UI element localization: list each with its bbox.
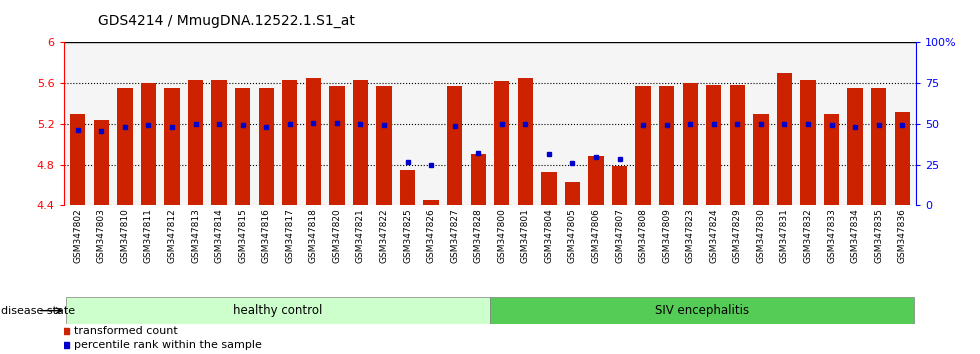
Bar <box>94 120 109 205</box>
Bar <box>635 86 651 205</box>
Bar <box>212 80 226 205</box>
Bar <box>588 156 604 205</box>
Bar <box>376 86 392 205</box>
Bar <box>517 78 533 205</box>
Bar <box>353 80 368 205</box>
Text: percentile rank within the sample: percentile rank within the sample <box>74 340 263 350</box>
Bar <box>306 78 321 205</box>
Bar <box>400 170 416 205</box>
Text: healthy control: healthy control <box>233 304 322 317</box>
Bar <box>141 83 156 205</box>
Bar <box>235 88 250 205</box>
Bar <box>490 297 914 324</box>
Bar <box>871 88 886 205</box>
Bar <box>66 297 490 324</box>
Bar <box>329 86 345 205</box>
Bar <box>824 114 839 205</box>
Bar <box>71 114 85 205</box>
Text: SIV encephalitis: SIV encephalitis <box>655 304 749 317</box>
Bar <box>895 112 909 205</box>
Bar <box>188 80 203 205</box>
Bar <box>494 81 510 205</box>
Bar <box>541 172 557 205</box>
Bar <box>659 86 674 205</box>
Bar <box>118 88 132 205</box>
Bar <box>282 80 298 205</box>
Bar <box>447 86 463 205</box>
Bar <box>423 200 439 205</box>
Text: GDS4214 / MmugDNA.12522.1.S1_at: GDS4214 / MmugDNA.12522.1.S1_at <box>98 14 355 28</box>
Bar <box>165 88 179 205</box>
Bar <box>470 154 486 205</box>
Bar <box>682 83 698 205</box>
Bar <box>730 85 745 205</box>
Bar <box>612 166 627 205</box>
Bar <box>777 73 792 205</box>
Bar <box>754 114 768 205</box>
Bar <box>707 85 721 205</box>
Bar <box>259 88 273 205</box>
Text: disease state: disease state <box>1 306 75 316</box>
Bar <box>848 88 862 205</box>
Bar <box>564 182 580 205</box>
Bar <box>801 80 815 205</box>
Text: transformed count: transformed count <box>74 326 178 336</box>
